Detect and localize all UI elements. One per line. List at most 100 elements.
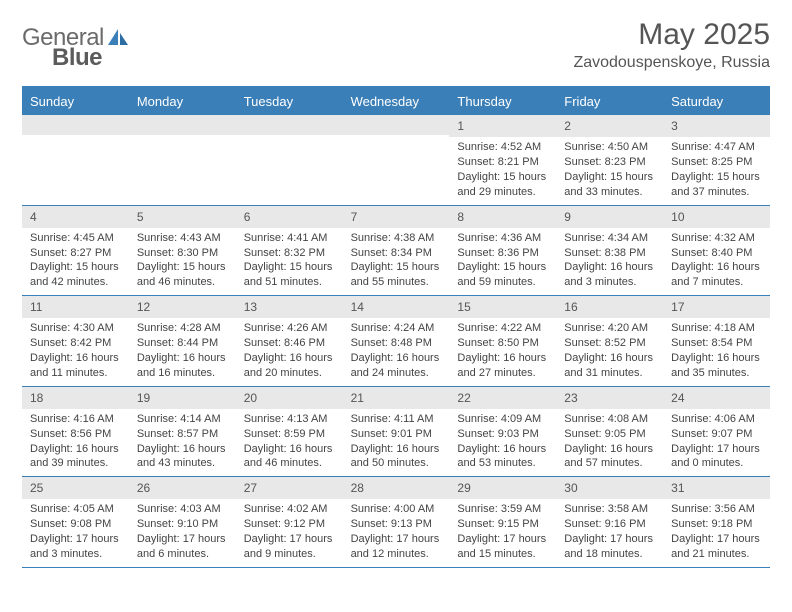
calendar-week: 1Sunrise: 4:52 AMSunset: 8:21 PMDaylight… bbox=[22, 115, 770, 206]
day-number: 20 bbox=[236, 387, 343, 409]
sunrise-text: Sunrise: 4:03 AM bbox=[137, 502, 228, 517]
sunrise-text: Sunrise: 4:47 AM bbox=[671, 140, 762, 155]
day-number: 5 bbox=[129, 206, 236, 228]
cell-body: Sunrise: 4:50 AMSunset: 8:23 PMDaylight:… bbox=[556, 137, 663, 204]
day-number bbox=[22, 115, 129, 135]
cell-body: Sunrise: 4:34 AMSunset: 8:38 PMDaylight:… bbox=[556, 228, 663, 295]
calendar-cell: 19Sunrise: 4:14 AMSunset: 8:57 PMDayligh… bbox=[129, 387, 236, 477]
daylight-text: Daylight: 16 hours and 11 minutes. bbox=[30, 351, 121, 381]
cell-body: Sunrise: 4:26 AMSunset: 8:46 PMDaylight:… bbox=[236, 318, 343, 385]
calendar-cell: 22Sunrise: 4:09 AMSunset: 9:03 PMDayligh… bbox=[449, 387, 556, 477]
sunset-text: Sunset: 8:25 PM bbox=[671, 155, 762, 170]
day-number: 14 bbox=[343, 296, 450, 318]
cell-body: Sunrise: 4:18 AMSunset: 8:54 PMDaylight:… bbox=[663, 318, 770, 385]
sunrise-text: Sunrise: 4:08 AM bbox=[564, 412, 655, 427]
daylight-text: Daylight: 16 hours and 7 minutes. bbox=[671, 260, 762, 290]
sunset-text: Sunset: 8:40 PM bbox=[671, 246, 762, 261]
cell-body: Sunrise: 4:13 AMSunset: 8:59 PMDaylight:… bbox=[236, 409, 343, 476]
day-number: 6 bbox=[236, 206, 343, 228]
calendar-cell bbox=[236, 115, 343, 205]
daylight-text: Daylight: 15 hours and 46 minutes. bbox=[137, 260, 228, 290]
calendar-cell: 9Sunrise: 4:34 AMSunset: 8:38 PMDaylight… bbox=[556, 206, 663, 296]
sunset-text: Sunset: 8:46 PM bbox=[244, 336, 335, 351]
calendar-cell: 14Sunrise: 4:24 AMSunset: 8:48 PMDayligh… bbox=[343, 296, 450, 386]
day-number: 1 bbox=[449, 115, 556, 137]
calendar-cell: 31Sunrise: 3:56 AMSunset: 9:18 PMDayligh… bbox=[663, 477, 770, 567]
day-number bbox=[236, 115, 343, 135]
day-header: Monday bbox=[129, 88, 236, 115]
day-header: Tuesday bbox=[236, 88, 343, 115]
day-number: 13 bbox=[236, 296, 343, 318]
calendar-cell: 16Sunrise: 4:20 AMSunset: 8:52 PMDayligh… bbox=[556, 296, 663, 386]
calendar-cell: 12Sunrise: 4:28 AMSunset: 8:44 PMDayligh… bbox=[129, 296, 236, 386]
daylight-text: Daylight: 16 hours and 43 minutes. bbox=[137, 442, 228, 472]
sunrise-text: Sunrise: 4:38 AM bbox=[351, 231, 442, 246]
calendar-cell: 13Sunrise: 4:26 AMSunset: 8:46 PMDayligh… bbox=[236, 296, 343, 386]
sunrise-text: Sunrise: 4:05 AM bbox=[30, 502, 121, 517]
cell-body: Sunrise: 4:02 AMSunset: 9:12 PMDaylight:… bbox=[236, 499, 343, 566]
daylight-text: Daylight: 16 hours and 27 minutes. bbox=[457, 351, 548, 381]
day-number: 16 bbox=[556, 296, 663, 318]
sunset-text: Sunset: 8:23 PM bbox=[564, 155, 655, 170]
sunset-text: Sunset: 8:32 PM bbox=[244, 246, 335, 261]
logo-sail-icon bbox=[108, 27, 130, 52]
calendar-week: 11Sunrise: 4:30 AMSunset: 8:42 PMDayligh… bbox=[22, 296, 770, 387]
sunrise-text: Sunrise: 4:45 AM bbox=[30, 231, 121, 246]
cell-body: Sunrise: 4:28 AMSunset: 8:44 PMDaylight:… bbox=[129, 318, 236, 385]
calendar-week: 25Sunrise: 4:05 AMSunset: 9:08 PMDayligh… bbox=[22, 477, 770, 568]
sunset-text: Sunset: 8:50 PM bbox=[457, 336, 548, 351]
daylight-text: Daylight: 15 hours and 55 minutes. bbox=[351, 260, 442, 290]
day-header: Wednesday bbox=[343, 88, 450, 115]
sunset-text: Sunset: 8:36 PM bbox=[457, 246, 548, 261]
sunset-text: Sunset: 9:10 PM bbox=[137, 517, 228, 532]
day-number: 11 bbox=[22, 296, 129, 318]
title-block: May 2025 Zavodouspenskoye, Russia bbox=[573, 18, 770, 72]
cell-body: Sunrise: 4:24 AMSunset: 8:48 PMDaylight:… bbox=[343, 318, 450, 385]
day-number: 10 bbox=[663, 206, 770, 228]
daylight-text: Daylight: 16 hours and 53 minutes. bbox=[457, 442, 548, 472]
calendar-cell: 23Sunrise: 4:08 AMSunset: 9:05 PMDayligh… bbox=[556, 387, 663, 477]
location: Zavodouspenskoye, Russia bbox=[573, 54, 770, 72]
cell-body: Sunrise: 4:16 AMSunset: 8:56 PMDaylight:… bbox=[22, 409, 129, 476]
sunset-text: Sunset: 9:18 PM bbox=[671, 517, 762, 532]
calendar-cell: 18Sunrise: 4:16 AMSunset: 8:56 PMDayligh… bbox=[22, 387, 129, 477]
calendar-cell: 7Sunrise: 4:38 AMSunset: 8:34 PMDaylight… bbox=[343, 206, 450, 296]
sunrise-text: Sunrise: 4:09 AM bbox=[457, 412, 548, 427]
cell-body: Sunrise: 4:09 AMSunset: 9:03 PMDaylight:… bbox=[449, 409, 556, 476]
sunrise-text: Sunrise: 3:58 AM bbox=[564, 502, 655, 517]
day-number bbox=[343, 115, 450, 135]
day-header: Saturday bbox=[663, 88, 770, 115]
day-number: 25 bbox=[22, 477, 129, 499]
day-number: 12 bbox=[129, 296, 236, 318]
sunset-text: Sunset: 9:12 PM bbox=[244, 517, 335, 532]
cell-body: Sunrise: 4:05 AMSunset: 9:08 PMDaylight:… bbox=[22, 499, 129, 566]
cell-body: Sunrise: 4:08 AMSunset: 9:05 PMDaylight:… bbox=[556, 409, 663, 476]
cell-body: Sunrise: 4:03 AMSunset: 9:10 PMDaylight:… bbox=[129, 499, 236, 566]
sunrise-text: Sunrise: 4:16 AM bbox=[30, 412, 121, 427]
calendar-cell bbox=[22, 115, 129, 205]
day-number: 28 bbox=[343, 477, 450, 499]
cell-body: Sunrise: 3:58 AMSunset: 9:16 PMDaylight:… bbox=[556, 499, 663, 566]
day-number: 26 bbox=[129, 477, 236, 499]
sunrise-text: Sunrise: 4:14 AM bbox=[137, 412, 228, 427]
calendar-cell bbox=[343, 115, 450, 205]
sunrise-text: Sunrise: 4:41 AM bbox=[244, 231, 335, 246]
calendar-cell: 28Sunrise: 4:00 AMSunset: 9:13 PMDayligh… bbox=[343, 477, 450, 567]
calendar-cell: 30Sunrise: 3:58 AMSunset: 9:16 PMDayligh… bbox=[556, 477, 663, 567]
calendar-cell: 24Sunrise: 4:06 AMSunset: 9:07 PMDayligh… bbox=[663, 387, 770, 477]
calendar-cell bbox=[129, 115, 236, 205]
daylight-text: Daylight: 16 hours and 3 minutes. bbox=[564, 260, 655, 290]
sunset-text: Sunset: 8:56 PM bbox=[30, 427, 121, 442]
sunrise-text: Sunrise: 4:18 AM bbox=[671, 321, 762, 336]
sunrise-text: Sunrise: 4:34 AM bbox=[564, 231, 655, 246]
daylight-text: Daylight: 17 hours and 15 minutes. bbox=[457, 532, 548, 562]
cell-body: Sunrise: 4:30 AMSunset: 8:42 PMDaylight:… bbox=[22, 318, 129, 385]
cell-body: Sunrise: 4:14 AMSunset: 8:57 PMDaylight:… bbox=[129, 409, 236, 476]
calendar-cell: 4Sunrise: 4:45 AMSunset: 8:27 PMDaylight… bbox=[22, 206, 129, 296]
sunrise-text: Sunrise: 4:30 AM bbox=[30, 321, 121, 336]
daylight-text: Daylight: 16 hours and 31 minutes. bbox=[564, 351, 655, 381]
daylight-text: Daylight: 15 hours and 37 minutes. bbox=[671, 170, 762, 200]
calendar-cell: 15Sunrise: 4:22 AMSunset: 8:50 PMDayligh… bbox=[449, 296, 556, 386]
cell-body: Sunrise: 4:43 AMSunset: 8:30 PMDaylight:… bbox=[129, 228, 236, 295]
calendar-week: 18Sunrise: 4:16 AMSunset: 8:56 PMDayligh… bbox=[22, 387, 770, 478]
